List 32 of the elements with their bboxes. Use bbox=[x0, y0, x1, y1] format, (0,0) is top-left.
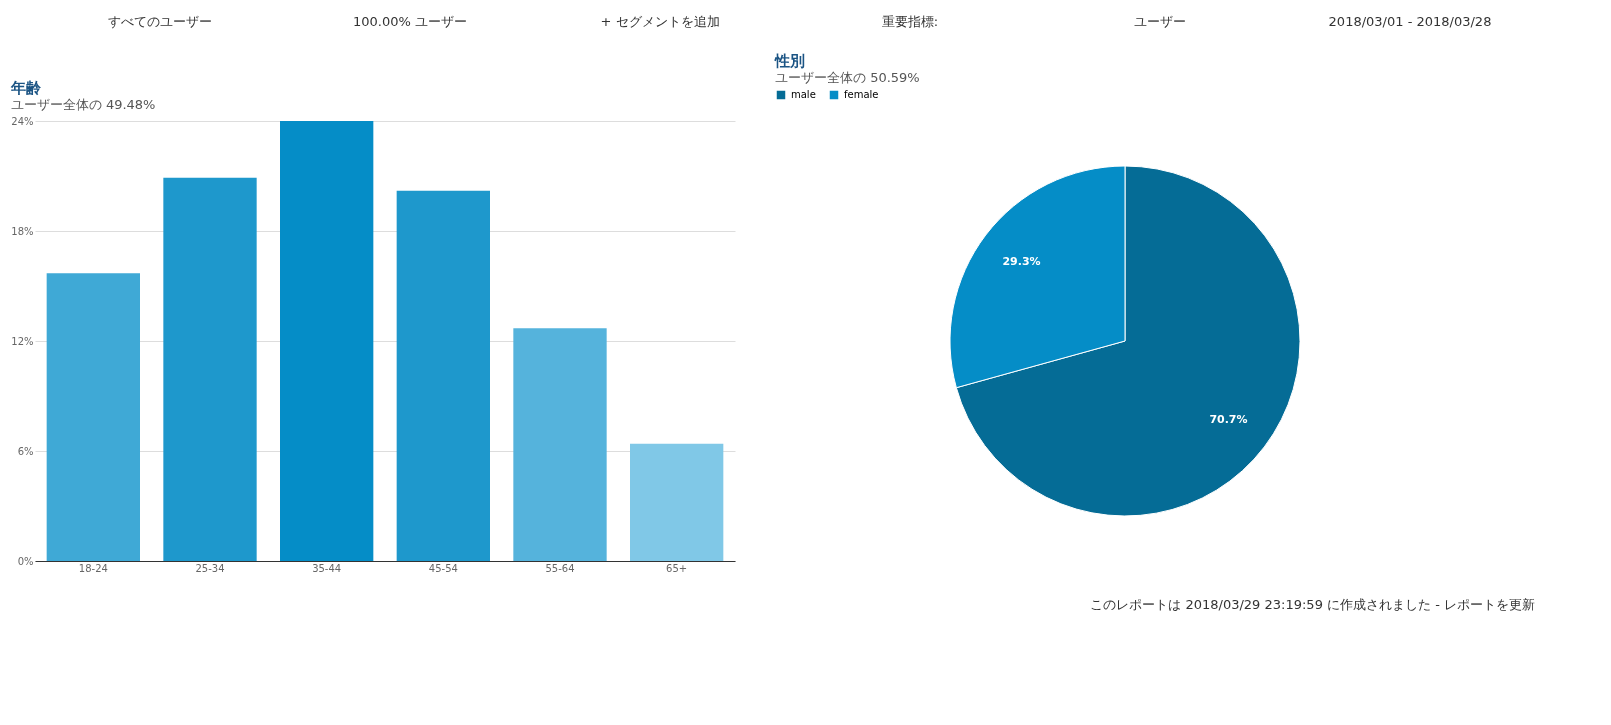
data-label: 70.7% bbox=[1209, 412, 1248, 426]
chart-subtitle: ユーザー全体の 49.48% bbox=[10, 97, 156, 112]
text: 重要指標: bbox=[881, 14, 939, 29]
text: すべてのユーザー bbox=[108, 14, 212, 29]
data-label: 29.3% bbox=[1002, 255, 1041, 269]
text: ユーザー bbox=[1134, 14, 1186, 29]
x-tick-label: 65+ bbox=[666, 562, 688, 574]
chart-subtitle: ユーザー全体の 50.59% bbox=[775, 70, 920, 85]
chart-title: 性別 bbox=[774, 52, 805, 70]
text: + セグメントを追加 bbox=[600, 14, 720, 29]
legend-label: female bbox=[844, 89, 879, 100]
x-tick-label: 55-64 bbox=[545, 562, 575, 574]
bar bbox=[46, 273, 140, 561]
legend-label: male bbox=[791, 89, 816, 100]
text: 100.00% ユーザー bbox=[353, 14, 467, 29]
y-tick-label: 18% bbox=[11, 225, 34, 237]
y-tick-label: 0% bbox=[17, 555, 34, 567]
y-tick-label: 12% bbox=[11, 335, 34, 347]
bar bbox=[396, 190, 490, 561]
x-tick-label: 45-54 bbox=[428, 562, 458, 574]
text: このレポートは 2018/03/29 23:19:59 に作成されました - レポートを更新 bbox=[1090, 597, 1535, 612]
x-tick-label: 25-34 bbox=[195, 562, 225, 574]
bar bbox=[163, 177, 257, 561]
x-tick-label: 35-44 bbox=[312, 562, 342, 574]
bar bbox=[513, 328, 607, 561]
chart-title: 年齢 bbox=[9, 79, 42, 97]
bar bbox=[280, 121, 374, 561]
x-tick-label: 18-24 bbox=[78, 562, 108, 574]
y-tick-label: 6% bbox=[17, 445, 34, 457]
text: 2018/03/01 - 2018/03/28 bbox=[1328, 14, 1492, 29]
bar bbox=[630, 443, 724, 561]
y-tick-label: 24% bbox=[11, 115, 34, 127]
